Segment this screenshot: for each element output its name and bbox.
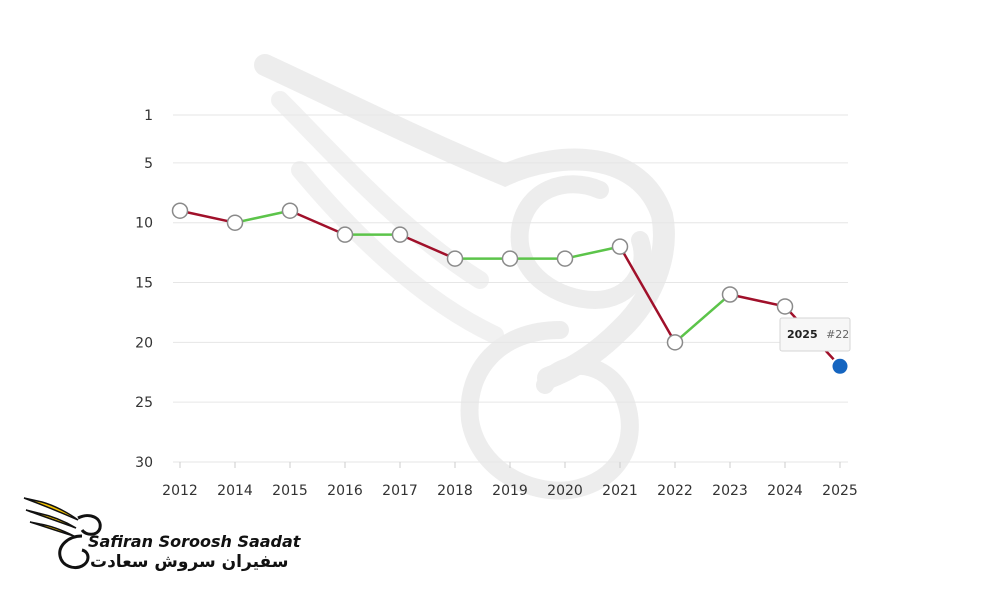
data-point[interactable] xyxy=(721,286,739,303)
x-tick-label: 2014 xyxy=(217,483,253,499)
tooltip-rank: #22 xyxy=(826,328,849,341)
tooltip-box xyxy=(779,317,851,352)
tooltip: 2025 #22 xyxy=(779,317,851,352)
data-point[interactable] xyxy=(281,202,299,219)
x-tick-label: 2023 xyxy=(712,483,748,499)
y-tick-label: 10 xyxy=(135,216,153,232)
x-tick-label: 2019 xyxy=(492,483,528,499)
brand-name-fa: سفیران سروش سعادت xyxy=(90,552,289,572)
x-tick-label: 2024 xyxy=(767,483,803,499)
data-point[interactable] xyxy=(226,214,244,231)
series-segment xyxy=(728,293,787,308)
data-point-active[interactable] xyxy=(830,356,850,376)
data-point[interactable] xyxy=(776,298,794,315)
winged-swan-logo-icon xyxy=(23,497,102,570)
x-tick-label: 2022 xyxy=(657,483,693,499)
brand-logo: Safiran Soroosh Saadat سفیران سروش سعادت xyxy=(20,492,300,577)
data-point[interactable] xyxy=(336,226,354,243)
data-point[interactable] xyxy=(556,250,574,267)
series-segment xyxy=(233,209,292,224)
series-segment xyxy=(563,245,622,260)
y-tick-label: 15 xyxy=(135,276,153,292)
y-tick-label: 5 xyxy=(144,156,153,172)
data-point[interactable] xyxy=(446,250,464,267)
tooltip-year: 2025 xyxy=(787,328,818,341)
series-segment xyxy=(178,209,237,224)
series-segment xyxy=(288,209,347,236)
series-segment xyxy=(618,245,677,344)
x-tick-label: 2012 xyxy=(162,483,198,499)
y-tick-label: 25 xyxy=(135,395,153,411)
x-tick-label: 2025 xyxy=(822,483,858,499)
data-point[interactable] xyxy=(611,238,629,255)
y-tick-label: 30 xyxy=(135,455,153,471)
data-point[interactable] xyxy=(391,226,409,243)
data-point[interactable] xyxy=(666,334,684,351)
x-tick-label: 2021 xyxy=(602,483,638,499)
winged-swan-emblem-icon xyxy=(254,54,675,500)
series-segment xyxy=(673,293,732,344)
x-tick-label: 2018 xyxy=(437,483,473,499)
x-tick-label: 2020 xyxy=(547,483,583,499)
x-tick-label: 2016 xyxy=(327,483,363,499)
grid xyxy=(173,114,848,463)
y-tick-label: 1 xyxy=(144,108,153,124)
series-line xyxy=(178,209,842,368)
series-segment xyxy=(398,233,457,260)
x-tick-label: 2017 xyxy=(382,483,418,499)
tooltip-text: 2025 #22 xyxy=(787,325,849,342)
brand-name-en: Safiran Soroosh Saadat xyxy=(88,532,301,551)
y-tick-label: 20 xyxy=(135,335,153,351)
data-point[interactable] xyxy=(171,202,189,219)
x-tick-label: 2015 xyxy=(272,483,308,499)
x-axis: 2012 2014 2015 2016 2017 2018 2019 2020 2021 2022… xyxy=(162,462,858,499)
series-points xyxy=(171,202,850,376)
data-point[interactable] xyxy=(501,250,519,267)
